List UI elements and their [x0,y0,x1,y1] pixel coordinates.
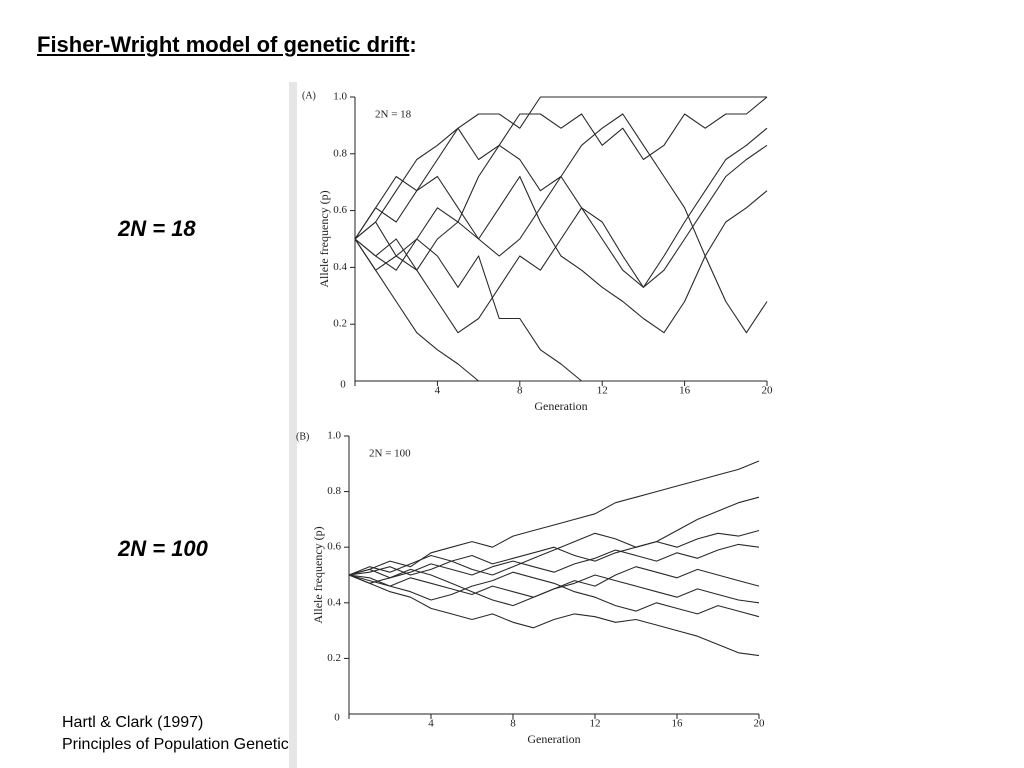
annotation: 2N = 18 [375,109,412,121]
trajectory [354,113,768,334]
x-tick-label: 20 [762,385,774,397]
y-tick-label: 0.6 [333,204,347,216]
y-tick-label: 0.2 [333,318,347,330]
x-tick-label: 20 [754,718,766,730]
trajectory [354,238,767,382]
title-colon: : [409,32,417,57]
x-tick-label: 12 [590,718,601,730]
x-tick-label: 4 [435,385,441,397]
y-axis-label: Allele frequency (p) [317,190,331,287]
trajectory [354,175,768,334]
trajectory [348,571,760,618]
annotation: 2N = 100 [369,448,411,460]
panel-caption: 2N = 18 [118,216,196,241]
x-tick-label: 0 [340,379,346,391]
x-tick-label: 8 [510,718,516,730]
panel-label: (A) [302,90,316,101]
trajectory [354,238,767,382]
trajectory [348,496,760,576]
y-tick-label: 1.0 [327,430,341,442]
y-tick-label: 0.6 [327,541,341,553]
x-tick-label: 4 [428,718,434,730]
trajectory [348,574,760,657]
panel-caption: 2N = 100 [118,536,208,561]
x-tick-label: 16 [672,718,684,730]
trajectory [354,96,768,240]
y-axis-label: Allele frequency (p) [311,526,325,623]
x-tick-label: 12 [597,385,608,397]
x-tick-label: 16 [679,385,691,397]
citation: Hartl & Clark (1997) [62,714,204,731]
slide-title: Fisher-Wright model of genetic drift: [37,32,417,58]
trajectory [348,529,760,576]
x-axis-label: Generation [527,732,580,746]
trajectory [348,543,760,579]
scan-edge [289,82,297,768]
y-tick-label: 0.4 [327,596,341,608]
panel-label: (B) [296,431,309,442]
title-text: Fisher-Wright model of genetic drift [37,32,410,57]
y-tick-label: 1.0 [333,91,347,103]
x-tick-label: 0 [334,712,340,724]
y-tick-label: 0.8 [333,147,347,159]
y-tick-label: 0.4 [333,261,347,273]
citation: Principles of Population Genetics [62,736,297,753]
x-tick-label: 8 [517,385,523,397]
trajectory [354,144,768,334]
y-tick-label: 0.8 [327,485,341,497]
x-axis-label: Generation [534,399,587,413]
trajectory [348,460,760,576]
y-tick-label: 0.2 [327,652,341,664]
trajectory [354,96,767,240]
trajectory [348,566,760,607]
